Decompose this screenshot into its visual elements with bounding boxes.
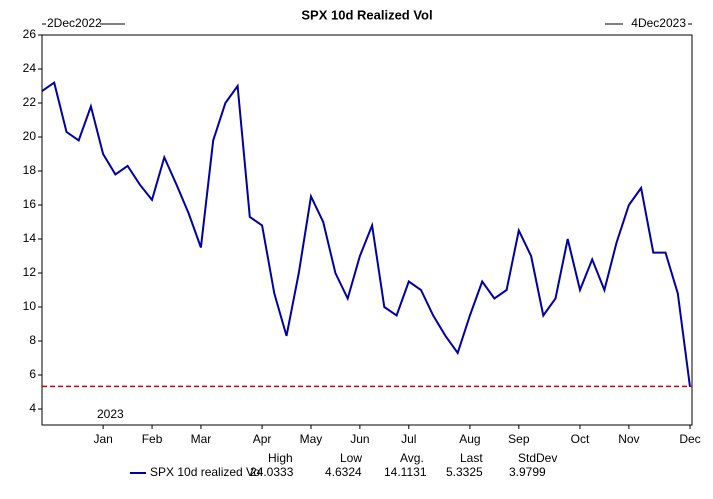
x-tick-label: Feb	[142, 432, 163, 446]
year-label: 2023	[97, 407, 124, 421]
stat-header: Avg.	[400, 451, 424, 465]
x-tick-label: Nov	[618, 432, 639, 446]
x-tick-label: Mar	[191, 432, 212, 446]
x-tick-label: Jul	[401, 432, 416, 446]
y-tick-label: 10	[23, 299, 37, 313]
stat-header: StdDev	[518, 451, 557, 465]
x-tick-label: Sep	[508, 432, 530, 446]
stat-value: 14.1131	[384, 465, 427, 479]
y-tick-label: 20	[23, 129, 37, 143]
stat-header: Last	[460, 451, 483, 465]
start-label: 2Dec2022	[47, 16, 102, 30]
y-tick-label: 14	[23, 231, 37, 245]
x-tick-label: Oct	[571, 432, 590, 446]
y-tick-label: 24	[23, 61, 37, 75]
line	[41, 80, 691, 388]
stat-header: High	[268, 451, 293, 465]
y-tick-label: 8	[29, 333, 36, 347]
y-tick-label: 16	[23, 197, 37, 211]
x-tick-label: May	[300, 432, 323, 446]
y-tick-label: 4	[29, 401, 36, 415]
y-tick-label: 12	[23, 265, 37, 279]
stat-value: 4.6324	[325, 465, 362, 479]
x-tick-label: Dec	[679, 432, 700, 446]
x-tick-label: Aug	[459, 432, 480, 446]
x-tick-label: Apr	[253, 432, 272, 446]
y-tick-label: 6	[29, 367, 36, 381]
y-tick-label: 22	[23, 95, 37, 109]
y-tick-label: 26	[23, 27, 37, 41]
y-tick-label: 18	[23, 163, 37, 177]
stat-header: Low	[340, 451, 362, 465]
x-tick-label: Jan	[93, 432, 112, 446]
x-tick-label: Jun	[350, 432, 369, 446]
chart-title: SPX 10d Realized Vol	[301, 7, 432, 22]
stat-value: 5.3325	[446, 465, 483, 479]
stat-value: 3.9799	[509, 465, 546, 479]
legend-label: SPX 10d realized Vol	[150, 465, 263, 479]
plot-frame	[41, 34, 693, 426]
end-label: 4Dec2023	[631, 16, 686, 30]
stat-value: 24.0333	[250, 465, 294, 479]
